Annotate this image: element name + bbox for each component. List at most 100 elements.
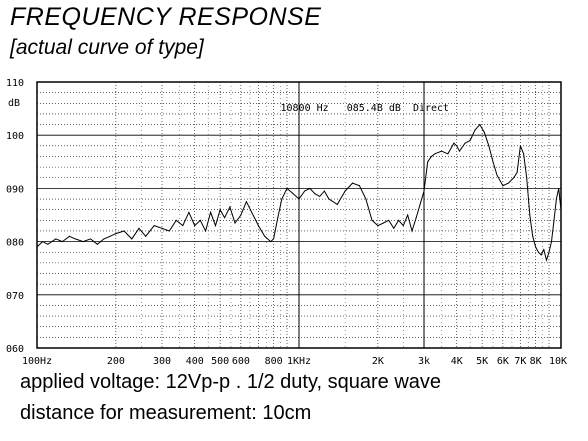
data-point	[453, 142, 455, 144]
data-point	[210, 211, 212, 213]
data-point	[507, 182, 509, 184]
x-tick-label: 6K	[497, 356, 509, 367]
x-tick-label: 400	[186, 356, 204, 367]
x-tick-label: 800	[265, 356, 283, 367]
y-tick-label: 110	[6, 78, 24, 89]
data-point	[89, 238, 91, 240]
y-tick-label: 060	[6, 344, 24, 355]
x-tick-label: 200	[107, 356, 125, 367]
x-tick-label: 10K	[549, 356, 567, 367]
data-point	[456, 145, 458, 147]
data-point	[513, 177, 515, 179]
data-point	[382, 222, 384, 224]
data-point	[273, 238, 275, 240]
data-point	[96, 243, 98, 245]
data-point	[292, 193, 294, 195]
data-point	[523, 153, 525, 155]
data-point	[560, 209, 562, 211]
data-point	[245, 201, 247, 203]
data-point	[286, 187, 288, 189]
x-tick-label: 3k	[418, 356, 430, 367]
x-tick-label: 300	[153, 356, 171, 367]
data-point	[55, 238, 57, 240]
data-point	[298, 198, 300, 200]
data-point	[351, 182, 353, 184]
y-tick-labels: 060 070 080 090 100 110	[6, 78, 24, 355]
applied-voltage-note: applied voltage: 12Vp-p . 1/2 duty, squa…	[20, 371, 442, 393]
data-point	[358, 185, 360, 187]
data-point	[123, 230, 125, 232]
data-point	[109, 235, 111, 237]
data-point	[270, 241, 272, 243]
data-point	[82, 241, 84, 243]
data-point	[365, 198, 367, 200]
chart-title: FREQUENCY RESPONSE	[10, 3, 322, 31]
data-point	[175, 219, 177, 221]
data-point	[558, 187, 560, 189]
data-point	[115, 233, 117, 235]
data-point	[441, 150, 443, 152]
x-tick-label: 600	[232, 356, 250, 367]
data-point	[214, 225, 216, 227]
y-tick-label: 080	[6, 238, 24, 249]
data-point	[551, 241, 553, 243]
x-tick-label: 1KHz	[287, 356, 311, 367]
x-tick-label: 7K	[514, 356, 526, 367]
data-point	[251, 211, 253, 213]
data-point	[145, 235, 147, 237]
data-point	[229, 206, 231, 208]
data-point	[323, 190, 325, 192]
data-point	[415, 217, 417, 219]
data-point	[344, 190, 346, 192]
data-point	[205, 230, 207, 232]
data-point	[304, 190, 306, 192]
data-point	[529, 214, 531, 216]
data-point	[479, 124, 481, 126]
data-point	[281, 198, 283, 200]
x-tick-labels: 100Hz 200 300 400 500 600 800 1KHz 2K 3k 4K 5K 6K 7K 8…	[22, 356, 567, 367]
x-tick-label: 8K	[530, 356, 542, 367]
data-point	[314, 193, 316, 195]
data-point	[434, 153, 436, 155]
data-point	[336, 203, 338, 205]
y-tick-label: 090	[6, 184, 24, 195]
data-point	[411, 230, 413, 232]
data-point	[537, 251, 539, 253]
data-point	[402, 225, 404, 227]
x-tick-label: 100Hz	[22, 356, 52, 367]
data-point	[377, 225, 379, 227]
data-point	[182, 225, 184, 227]
data-point	[68, 235, 70, 237]
y-tick-label: 100	[6, 131, 24, 142]
data-point	[545, 259, 547, 261]
data-point	[371, 219, 373, 221]
data-point	[526, 177, 528, 179]
data-point	[240, 214, 242, 216]
data-point	[488, 145, 490, 147]
data-point	[103, 238, 105, 240]
data-point	[188, 211, 190, 213]
data-point	[277, 217, 279, 219]
data-point	[234, 222, 236, 224]
data-point	[464, 142, 466, 144]
data-point	[516, 171, 518, 173]
data-point	[496, 174, 498, 176]
data-point	[535, 246, 537, 248]
data-point	[427, 161, 429, 163]
data-point	[47, 243, 49, 245]
data-point	[469, 140, 471, 142]
y-tick-label: 070	[6, 291, 24, 302]
data-point	[61, 241, 63, 243]
x-tick-label: 5K	[476, 356, 488, 367]
data-point	[540, 254, 542, 256]
data-point	[474, 129, 476, 131]
data-point	[447, 153, 449, 155]
data-point	[153, 225, 155, 227]
data-point	[199, 219, 201, 221]
data-point	[168, 230, 170, 232]
data-point	[264, 235, 266, 237]
data-point	[36, 246, 38, 248]
y-axis-unit: dB	[8, 98, 20, 109]
data-point	[257, 225, 259, 227]
